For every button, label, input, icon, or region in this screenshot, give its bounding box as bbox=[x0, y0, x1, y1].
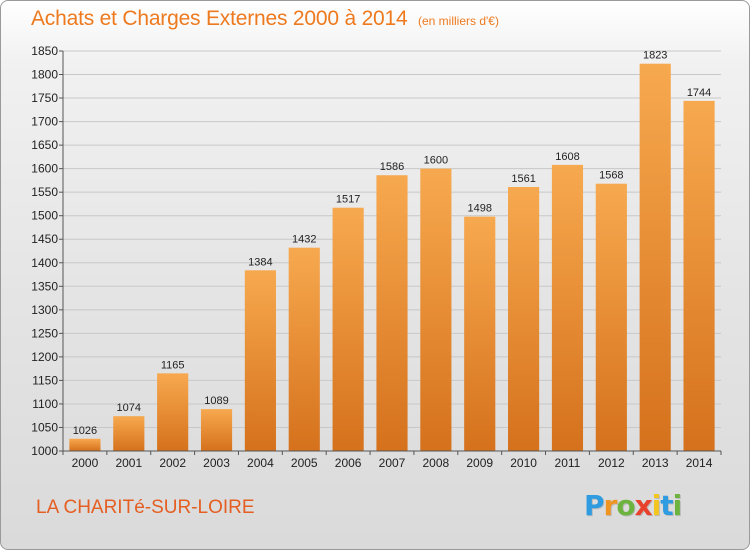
bar bbox=[551, 164, 584, 451]
x-tick-label: 2010 bbox=[510, 456, 537, 470]
y-tick-label: 1200 bbox=[31, 350, 58, 364]
logo-letter: x bbox=[634, 489, 653, 522]
y-tick-label: 1100 bbox=[32, 397, 58, 411]
data-label: 1600 bbox=[424, 155, 448, 167]
place-name: LA CHARITé-SUR-LOIRE bbox=[36, 497, 255, 518]
proxiti-logo: Proxiti bbox=[584, 489, 683, 522]
bar bbox=[332, 207, 364, 451]
x-tick-label: 2006 bbox=[335, 456, 362, 470]
data-label: 1498 bbox=[467, 203, 491, 215]
bar bbox=[595, 183, 627, 452]
data-label: 1165 bbox=[161, 359, 185, 371]
bar bbox=[376, 175, 408, 451]
bar bbox=[288, 247, 320, 451]
chart-unit: (en milliers d'€) bbox=[418, 14, 499, 28]
data-label: 1744 bbox=[687, 87, 711, 99]
data-labels: 1026 1074 1165 1089 1384 1432 1517 1586 1600 1498… bbox=[73, 50, 712, 437]
x-tick-label: 2007 bbox=[379, 456, 406, 470]
x-tick-label: 2009 bbox=[466, 456, 493, 470]
x-tick-label: 2014 bbox=[686, 456, 713, 470]
y-tick-label: 1750 bbox=[31, 91, 58, 105]
x-tick-label: 2003 bbox=[203, 456, 230, 470]
x-tick-label: 2011 bbox=[555, 456, 581, 470]
y-tick-label: 1700 bbox=[31, 115, 58, 129]
logo-letter: P bbox=[584, 489, 605, 522]
bar bbox=[639, 63, 671, 452]
data-label: 1432 bbox=[292, 234, 316, 246]
y-tick-label: 1800 bbox=[31, 68, 58, 82]
x-tick-label: 2005 bbox=[291, 456, 318, 470]
y-tick-label: 1300 bbox=[31, 303, 58, 317]
bar bbox=[200, 409, 233, 451]
y-tick-label: 1350 bbox=[31, 279, 58, 293]
x-tick-label: 2013 bbox=[642, 456, 669, 470]
x-tick-label: 2000 bbox=[72, 456, 99, 470]
data-label: 1568 bbox=[599, 170, 623, 182]
y-tick-label: 1550 bbox=[31, 185, 58, 199]
x-tick-label: 2012 bbox=[598, 456, 625, 470]
bars bbox=[69, 63, 715, 452]
logo-letter: i bbox=[672, 489, 683, 522]
y-tick-label: 1400 bbox=[31, 256, 58, 270]
data-label: 1823 bbox=[643, 50, 667, 62]
data-label: 1586 bbox=[380, 161, 404, 173]
logo-letter: t bbox=[660, 489, 673, 522]
y-tick-label: 1850 bbox=[31, 44, 58, 58]
data-label: 1089 bbox=[204, 395, 228, 407]
logo-letter: r bbox=[603, 489, 618, 522]
x-tick-label: 2002 bbox=[159, 456, 186, 470]
data-label: 1026 bbox=[73, 425, 97, 437]
y-tick-label: 1500 bbox=[31, 209, 58, 223]
x-axis: 2000 2001 2002 2003 2004 2005 2006 2007 2008 2009… bbox=[62, 451, 722, 470]
y-tick-label: 1250 bbox=[31, 326, 58, 340]
bar bbox=[508, 187, 540, 451]
data-label: 1384 bbox=[248, 256, 272, 268]
bar bbox=[683, 100, 715, 451]
data-label: 1074 bbox=[117, 402, 141, 414]
bar bbox=[464, 216, 496, 451]
y-tick-label: 1650 bbox=[31, 138, 58, 152]
y-axis: 1000 1050 1100 1150 1200 1250 1300 1350 1400 1450… bbox=[31, 44, 63, 458]
logo-letter: i bbox=[651, 489, 662, 522]
bar bbox=[113, 416, 145, 451]
axis-lines bbox=[62, 51, 721, 452]
y-tick-label: 1600 bbox=[31, 162, 58, 176]
data-label: 1517 bbox=[336, 194, 360, 206]
x-tick-label: 2001 bbox=[115, 456, 142, 470]
bar bbox=[69, 438, 101, 451]
bar bbox=[244, 270, 276, 451]
bar bbox=[157, 373, 189, 451]
chart-title: Achats et Charges Externes 2000 à 2014 bbox=[31, 7, 408, 30]
bar bbox=[420, 168, 452, 451]
y-tick-label: 1050 bbox=[31, 420, 58, 434]
data-label: 1561 bbox=[511, 173, 535, 185]
y-tick-label: 1000 bbox=[31, 444, 58, 458]
x-tick-label: 2004 bbox=[247, 456, 274, 470]
data-label: 1608 bbox=[555, 151, 579, 163]
y-tick-label: 1450 bbox=[31, 232, 58, 246]
logo-letter: o bbox=[616, 489, 635, 522]
y-tick-label: 1150 bbox=[32, 373, 58, 387]
x-tick-label: 2008 bbox=[423, 456, 450, 470]
